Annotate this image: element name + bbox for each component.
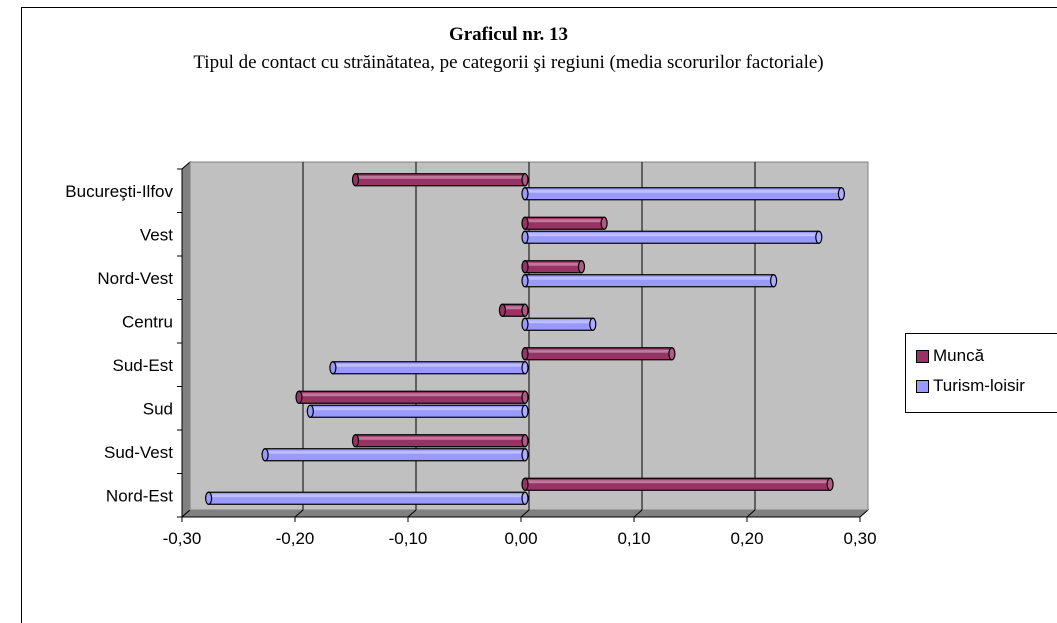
bar-highlight [525,349,672,353]
bar-cap [521,303,529,317]
gridline-floor [633,509,643,518]
bar-cap [521,347,529,361]
y-category-label: Vest [140,225,173,244]
bar-highlight [525,276,774,280]
legend-item-munca: Muncă [916,346,984,366]
bar-cap [295,390,303,404]
bar-highlight [525,262,582,266]
y-category-label: Sud-Vest [104,443,173,462]
y-category-label: Centru [122,312,173,331]
bar-cap [589,317,597,331]
bar-cap [815,230,823,244]
bar-cap [205,491,213,505]
bar-cap [521,390,529,404]
legend: Muncă Turism-loisir [905,333,1057,413]
bar-cap [521,448,529,462]
bar-cap [351,434,360,448]
bar-highlight [525,219,605,223]
bar-cap [600,216,608,230]
y-category-label: Sud [143,399,173,418]
bar-turism-loisir [524,187,842,201]
legend-swatch-munca [916,349,929,363]
bar-turism-loisir [524,274,775,288]
bar-highlight [310,407,525,411]
bar-turism-loisir [208,491,526,505]
y-category-label: Nord-Vest [97,269,173,288]
legend-label-munca: Muncă [933,346,985,365]
gridline-floor [407,509,417,518]
x-tick-label: 0,00 [504,529,537,548]
bar-highlight [332,363,525,367]
gridline-floor [294,509,304,518]
bar-cap [668,347,676,361]
chart-subtitle: Tipul de contact cu străinătatea, pe cat… [193,52,824,73]
bar-highlight [502,306,525,310]
bar-highlight [355,175,525,179]
bar-munca [524,477,831,491]
bar-highlight [265,450,525,454]
bar-cap [769,274,778,288]
y-category-label: Bucureşti-Ilfov [65,182,173,201]
legend-swatch-turism-loisir [916,379,929,393]
plot-side-wall [181,160,191,519]
bar-cap [498,303,506,317]
bar-turism-loisir [332,361,526,375]
bar-highlight [525,233,819,237]
bar-cap [521,317,529,331]
bar-munca [524,216,605,230]
y-category-label: Sud-Est [113,356,174,375]
bar-cap [826,477,834,491]
bar-cap [521,361,529,375]
bar-munca [298,390,526,404]
bar-turism-loisir [524,230,820,244]
bar-highlight [355,436,525,440]
x-tick-label: 0,30 [843,529,876,548]
bar-highlight [525,480,831,484]
bar-turism-loisir [524,317,594,331]
legend-item-turism-loisir: Turism-loisir [916,376,1025,396]
bar-cap [521,477,529,491]
bar-cap [521,434,529,448]
bar-munca [524,260,583,274]
bar-cap [521,260,529,274]
bar-munca [354,434,526,448]
bar-turism-loisir [309,404,526,418]
bar-highlight [208,494,525,498]
bar-cap [521,173,529,187]
bar-highlight [299,393,525,397]
bar-cap [329,361,337,375]
bar-munca [524,347,673,361]
x-tick-label: 0,10 [617,529,650,548]
bar-cap [521,491,529,505]
bar-cap [521,216,529,230]
y-category-label: Nord-Est [106,486,173,505]
bar-cap [521,404,529,418]
bar-cap [261,448,269,462]
legend-label-turism-loisir: Turism-loisir [933,376,1025,395]
x-tick-label: -0,30 [163,529,202,548]
bar-cap [577,260,586,274]
bar-cap [521,230,529,244]
bar-cap [521,187,529,201]
bar-munca [354,173,526,187]
bar-highlight [525,320,593,324]
bar-cap [837,187,846,201]
gridline-floor [746,509,756,518]
bar-turism-loisir [264,448,526,462]
x-tick-label: -0,10 [389,529,428,548]
bar-cap [351,173,360,187]
bar-highlight [525,189,842,193]
gridline-floor [520,509,530,518]
x-tick-label: -0,20 [276,529,315,548]
bar-cap [306,404,314,418]
bar-cap [521,274,529,288]
x-tick-label: 0,20 [730,529,763,548]
chart-title: Graficul nr. 13 [448,24,569,45]
